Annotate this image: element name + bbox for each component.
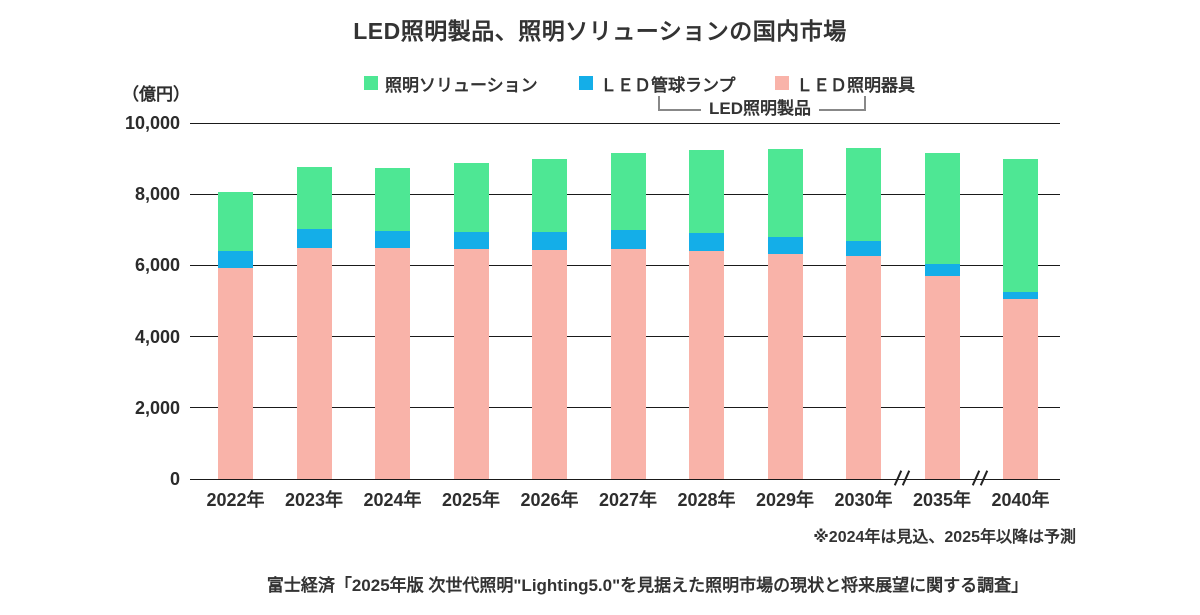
bar-2035年 <box>924 123 960 479</box>
bar-2028年 <box>689 123 724 479</box>
legend-item: ＬＥＤ管球ランプ <box>579 73 736 95</box>
x-axis-label: 2022年 <box>206 490 265 510</box>
forecast-note: ※2024年は見込、2025年以降は予測 <box>813 529 1076 546</box>
legend-item-label: ＬＥＤ照明器具 <box>796 75 915 95</box>
y-tick-label: 8,000 <box>134 184 180 205</box>
bar-segment <box>689 233 724 252</box>
bar-segment <box>1003 298 1038 479</box>
bar-segment <box>1003 159 1038 293</box>
bar-segment <box>453 249 489 479</box>
y-tick-label: 2,000 <box>134 397 180 418</box>
bar-segment <box>532 231 567 250</box>
bar-segment <box>296 228 332 248</box>
bar-segment <box>218 250 253 268</box>
bar-segment <box>532 249 567 479</box>
bar-2023年 <box>296 123 332 479</box>
bar-segment <box>767 236 803 254</box>
x-axis-label: 2027年 <box>598 490 658 510</box>
x-axis-label: 2025年 <box>441 490 501 510</box>
bar-segment <box>453 162 489 232</box>
bar-segment <box>767 148 803 237</box>
bar-segment <box>610 229 646 250</box>
bar-segment <box>610 153 646 230</box>
bar-segment <box>846 241 881 256</box>
product-group-bracket-label: LED照明製品 <box>701 98 819 120</box>
x-axis-label: 2035年 <box>912 490 972 510</box>
bar-segment <box>767 253 803 479</box>
gridline <box>190 122 1060 124</box>
legend-item-label: 照明ソリューション <box>385 75 538 95</box>
source-citation: 富士経済「2025年版 次世代照明"Lighting5.0"を見据えた照明市場の… <box>266 576 1029 595</box>
y-tick-label: 10,000 <box>124 113 180 133</box>
bar-segment <box>924 276 960 479</box>
y-tick-label: 4,000 <box>134 326 180 347</box>
bar-2025年 <box>453 123 489 479</box>
bar-segment <box>218 192 253 251</box>
bar-segment <box>610 249 646 479</box>
bar-2026年 <box>532 123 567 479</box>
bar-segment <box>532 158 567 232</box>
bar-segment <box>375 230 410 248</box>
x-axis-label: 2030年 <box>834 490 893 510</box>
plot-area <box>190 122 1060 480</box>
bar-segment <box>453 231 489 250</box>
bar-2024年 <box>375 123 410 479</box>
x-axis-label: 2026年 <box>520 490 579 510</box>
x-axis-label: 2040年 <box>991 490 1050 510</box>
bar-segment <box>296 247 332 479</box>
x-axis-label: 2028年 <box>677 490 736 510</box>
bar-segment <box>296 166 332 229</box>
bar-segment <box>689 251 724 479</box>
bar-2022年 <box>218 123 253 479</box>
legend-item: ＬＥＤ照明器具 <box>775 73 915 95</box>
bar-2029年 <box>767 123 803 479</box>
legend-item: 照明ソリューション <box>364 73 538 95</box>
legend-swatch-icon <box>364 76 378 90</box>
bar-2027年 <box>610 123 646 479</box>
bar-segment <box>1003 292 1038 299</box>
bar-2030年 <box>846 123 881 479</box>
bar-segment <box>375 247 410 479</box>
x-axis-label: 2024年 <box>363 490 422 510</box>
gridline <box>190 478 1060 480</box>
bar-2040年 <box>1003 123 1038 479</box>
bar-segment <box>846 147 881 242</box>
y-tick-label: 6,000 <box>134 255 180 276</box>
chart-title: LED照明製品、照明ソリューションの国内市場 <box>353 18 847 44</box>
bar-segment <box>846 255 881 479</box>
legend-swatch-icon <box>579 76 593 90</box>
bar-segment <box>218 267 253 479</box>
bar-segment <box>689 149 724 234</box>
y-tick-label: 0 <box>169 469 180 489</box>
x-axis-label: 2029年 <box>755 490 815 510</box>
bar-segment <box>375 167 410 231</box>
bar-segment <box>924 263 960 277</box>
legend-item-label: ＬＥＤ管球ランプ <box>600 75 736 95</box>
y-axis-unit-label: （億円） <box>122 85 190 104</box>
legend-swatch-icon <box>775 76 789 90</box>
product-group-bracket-label-wrap: LED照明製品 <box>658 98 862 120</box>
bar-segment <box>924 152 960 264</box>
x-axis-label: 2023年 <box>284 490 344 510</box>
